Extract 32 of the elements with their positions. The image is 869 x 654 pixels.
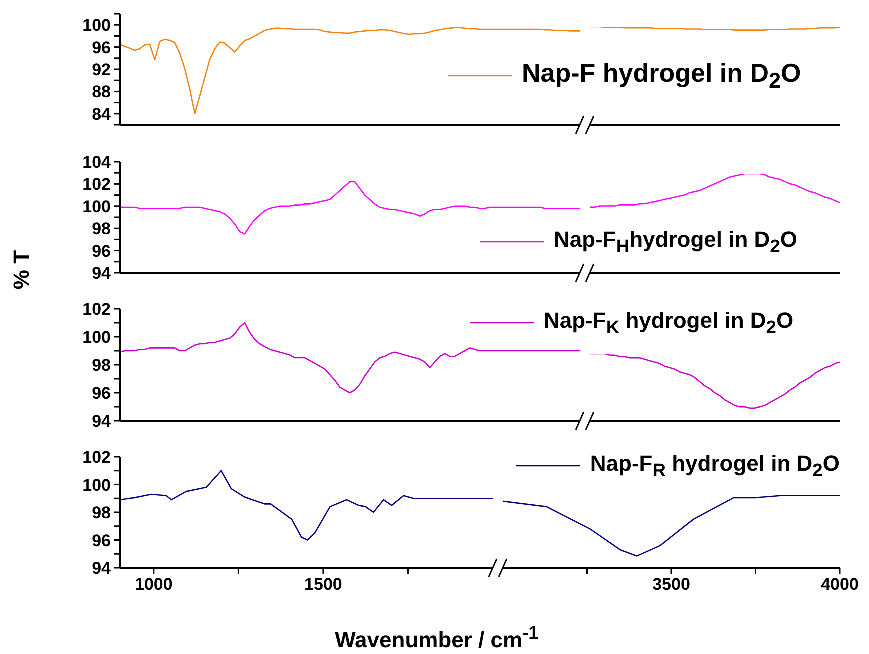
y-tick-label: 102 bbox=[82, 175, 111, 194]
legend-label: Nap-F$_{K}$ hydrogel in D$_{2}$O bbox=[544, 308, 794, 338]
y-tick-label: 84 bbox=[92, 104, 112, 124]
y-tick-label: 92 bbox=[92, 60, 111, 80]
x-tick-label: 3500 bbox=[652, 575, 690, 594]
y-tick-label: 96 bbox=[92, 384, 111, 404]
y-tick-label: 102 bbox=[82, 448, 111, 468]
y-tick-label: 98 bbox=[92, 504, 111, 523]
y-axis-title: % T bbox=[9, 250, 35, 290]
y-tick-label: 96 bbox=[92, 531, 111, 550]
x-tick-label: 4000 bbox=[821, 575, 859, 594]
x-axis-title: Wavenumber / cm$^{-1}$ bbox=[334, 622, 540, 654]
legend-label: Nap-F hydrogel in D$_{2}$O bbox=[522, 58, 802, 94]
y-tick-label: 96 bbox=[92, 242, 111, 261]
y-tick-label: 94 bbox=[92, 559, 112, 578]
y-tick-label: 102 bbox=[82, 300, 111, 320]
y-tick-label: 94 bbox=[92, 412, 112, 432]
legend-label: Nap-F$_{R}$ hydrogel in D$_{2}$O bbox=[590, 451, 840, 482]
y-tick-label: 94 bbox=[92, 264, 112, 284]
x-tick-label: 1000 bbox=[134, 575, 173, 594]
y-tick-label: 100 bbox=[82, 476, 111, 495]
y-tick-label: 100 bbox=[82, 328, 111, 348]
x-tick-label: 1500 bbox=[304, 575, 342, 594]
y-tick-label: 100 bbox=[82, 197, 111, 216]
y-tick-label: 98 bbox=[92, 356, 111, 376]
y-tick-label: 88 bbox=[92, 82, 111, 102]
y-tick-label: 96 bbox=[92, 38, 111, 58]
y-tick-label: 100 bbox=[82, 16, 111, 36]
line-series bbox=[120, 470, 493, 541]
y-tick-label: 98 bbox=[92, 220, 111, 239]
y-tick-label: 104 bbox=[82, 153, 112, 172]
legend-label: Nap-F$_{H}$hydrogel in D$_{2}$O bbox=[554, 227, 798, 258]
